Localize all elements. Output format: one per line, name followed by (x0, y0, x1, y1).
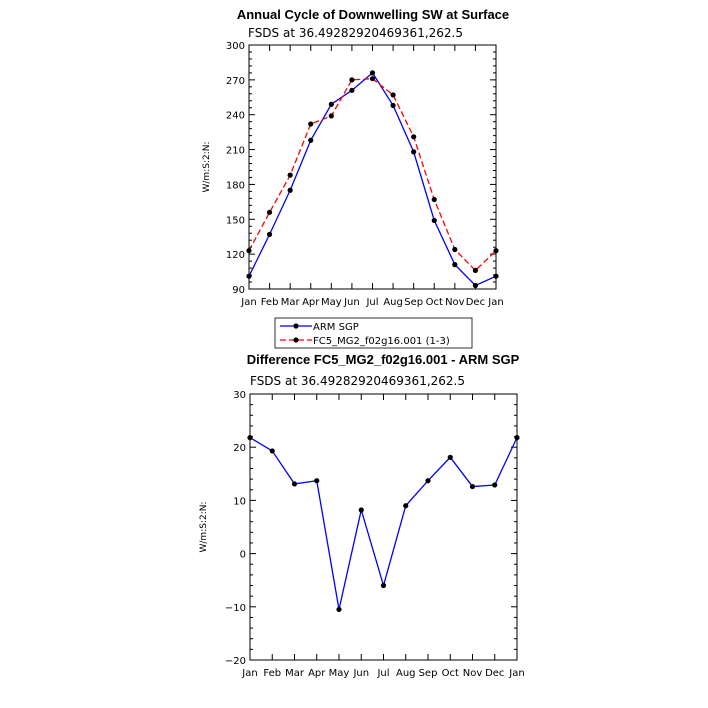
y-tick-label: 20 (233, 443, 246, 454)
data-point (246, 273, 252, 279)
data-point (469, 483, 476, 490)
x-tick-label: Jan (241, 668, 257, 679)
y-tick-label: −20 (225, 656, 246, 667)
data-point (472, 267, 479, 274)
data-point (328, 101, 334, 107)
x-tick-label: Jun (343, 297, 360, 308)
legend-label: FC5_MG2_f02g16.001 (1-3) (313, 336, 450, 347)
data-point (425, 478, 431, 484)
x-tick-label: Jan (240, 297, 256, 308)
y-tick-label: 30 (233, 390, 246, 401)
data-point (287, 172, 293, 178)
data-point (308, 121, 314, 127)
legend-label: ARM SGP (313, 322, 359, 333)
data-point (247, 435, 253, 441)
x-tick-label: Oct (442, 668, 459, 679)
legend-marker (293, 337, 299, 343)
y-tick-label: 0 (240, 550, 246, 561)
data-point (390, 102, 396, 109)
plot-frame (249, 393, 518, 661)
x-tick-label: Feb (263, 668, 281, 679)
x-tick-label: May (321, 297, 342, 308)
chart2-ylabel: W/m:S:2:N: (199, 502, 209, 553)
y-tick-label: 180 (226, 180, 245, 191)
data-point (431, 217, 437, 224)
x-tick-label: Feb (261, 297, 279, 308)
x-tick-label: Aug (383, 297, 403, 308)
data-point (431, 196, 437, 203)
data-point (269, 448, 275, 454)
data-point (452, 246, 458, 253)
data-point (308, 137, 314, 143)
chart1-subtitle: FSDS at 36.49282920469361,262.5 (248, 26, 463, 40)
data-point (328, 113, 334, 119)
data-point (492, 482, 498, 488)
x-tick-label: May (329, 668, 350, 679)
x-tick-label: Sep (419, 668, 438, 679)
chart2-subtitle: FSDS at 36.49282920469361,262.5 (250, 374, 465, 388)
data-point (472, 282, 479, 289)
y-tick-label: 300 (226, 41, 245, 52)
x-tick-label: Dec (466, 297, 485, 308)
x-tick-label: Apr (302, 297, 320, 308)
difference-chart: Difference FC5_MG2_f02g16.001 - ARM SGP … (199, 352, 525, 679)
x-tick-label: Oct (426, 297, 443, 308)
data-point (358, 507, 364, 513)
data-point (452, 262, 458, 268)
y-tick-label: 10 (233, 496, 246, 507)
data-point (493, 273, 499, 279)
x-tick-label: Nov (445, 297, 465, 308)
x-tick-label: Jul (376, 668, 389, 679)
legend-marker (293, 323, 299, 329)
data-point (287, 187, 293, 193)
y-tick-label: 270 (226, 76, 245, 87)
plot-frame (248, 44, 497, 290)
data-point (246, 248, 252, 254)
x-tick-label: Apr (308, 668, 326, 679)
data-point (314, 478, 320, 484)
y-tick-label: −10 (225, 603, 246, 614)
data-point (403, 503, 409, 509)
data-point (266, 231, 273, 237)
y-tick-label: 150 (226, 215, 245, 226)
y-tick-label: 120 (226, 250, 245, 261)
data-point (514, 435, 520, 441)
x-tick-label: Aug (396, 668, 416, 679)
data-point (266, 209, 273, 215)
data-point (369, 76, 376, 82)
x-tick-label: Nov (463, 668, 483, 679)
series-line (248, 78, 497, 272)
chart2-title: Difference FC5_MG2_f02g16.001 - ARM SGP (247, 352, 520, 367)
x-tick-label: Dec (485, 668, 504, 679)
y-tick-label: 210 (226, 146, 245, 157)
data-point (447, 454, 453, 460)
data-point (349, 87, 355, 93)
data-point (380, 582, 387, 589)
data-point (411, 134, 417, 140)
x-tick-label: Mar (285, 668, 305, 679)
data-point (411, 149, 417, 155)
y-tick-label: 240 (226, 111, 245, 122)
data-point (390, 92, 396, 98)
legend-box (274, 317, 473, 349)
x-tick-label: Jul (365, 297, 378, 308)
chart1-ylabel: W/m:S:2:N: (202, 142, 212, 193)
x-tick-label: Mar (281, 297, 301, 308)
chart1-title: Annual Cycle of Downwelling SW at Surfac… (237, 7, 509, 22)
x-tick-label: Jan (508, 668, 524, 679)
x-tick-label: Sep (404, 297, 423, 308)
x-tick-label: Jun (352, 668, 369, 679)
data-point (336, 606, 342, 613)
data-point (493, 248, 499, 254)
data-point (349, 77, 355, 83)
data-point (291, 481, 298, 487)
annual-cycle-chart: Annual Cycle of Downwelling SW at Surfac… (202, 7, 509, 349)
legend: ARM SGP FC5_MG2_f02g16.001 (1-3) (274, 317, 473, 349)
x-tick-label: Jan (487, 297, 503, 308)
y-tick-label: 90 (232, 285, 245, 296)
data-point (369, 70, 376, 76)
